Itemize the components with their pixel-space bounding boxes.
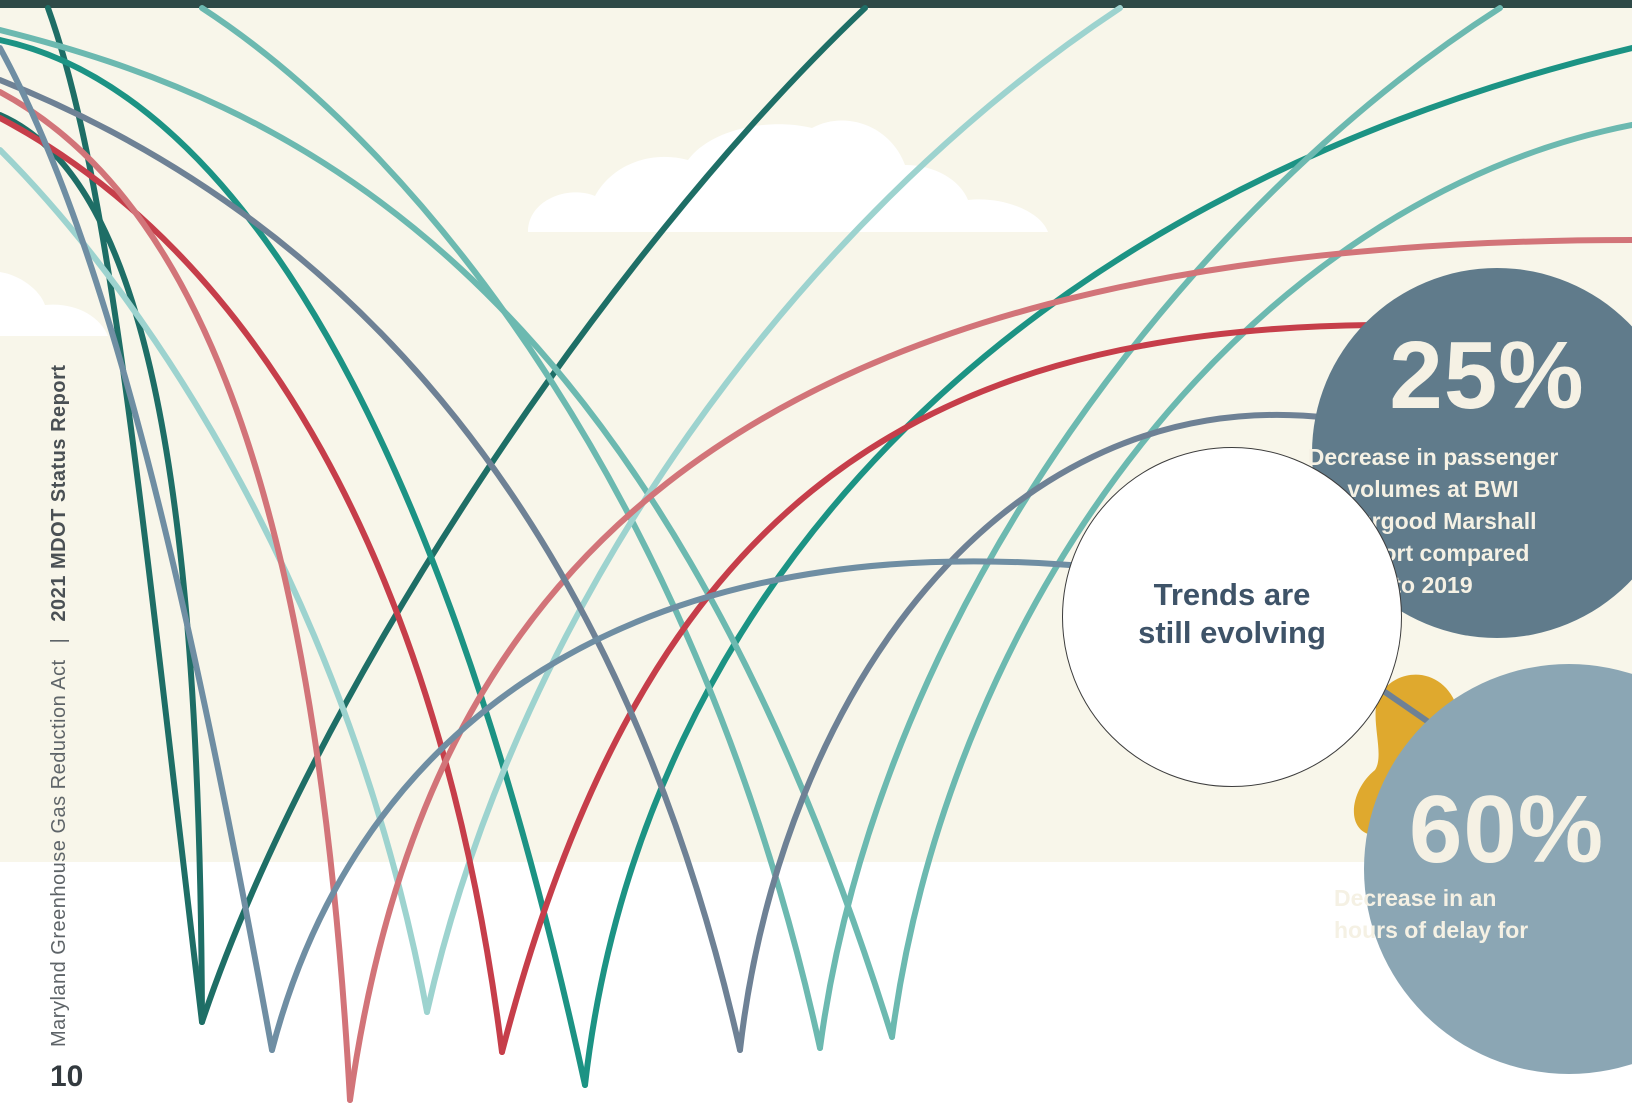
side-caption-title: Maryland Greenhouse Gas Reduction Act <box>48 659 70 1047</box>
arc-line <box>0 45 275 1053</box>
arc-lines <box>0 5 1632 1103</box>
stat-passengers-circle: 25% Decrease in passenger volumes at BWI… <box>1308 268 1632 638</box>
arc-line <box>199 5 823 1051</box>
side-caption-separator: | <box>48 637 70 644</box>
arc-line <box>582 45 1632 1088</box>
stat-passengers-description: Decrease in passenger volumes at BWI Thu… <box>1307 444 1559 598</box>
arc-line <box>889 122 1632 1040</box>
arc-line <box>499 322 1375 1055</box>
stat-passengers-value: 25% <box>1389 322 1585 429</box>
arc-line <box>0 77 743 1053</box>
trends-label: Trends are still evolving <box>1138 577 1326 650</box>
arc-line <box>0 27 895 1040</box>
arc-line <box>0 147 430 1015</box>
side-caption-report: 2021 MDOT Status Report <box>48 364 70 622</box>
stat-delay-description: Decrease in an hours of delay for <box>1334 885 1529 943</box>
arc-line <box>347 237 1632 1103</box>
arc-line <box>817 5 1503 1051</box>
arc-line <box>269 558 1073 1053</box>
arc-line <box>737 411 1333 1053</box>
arc-line <box>424 5 1123 1015</box>
cloud-left <box>0 272 108 336</box>
top-accent-bar <box>0 0 1632 8</box>
arc-line <box>0 37 588 1088</box>
arc-line <box>0 89 353 1103</box>
stat-delay-value: 60% <box>1409 776 1605 883</box>
arc-line <box>199 5 868 1025</box>
side-caption: Maryland Greenhouse Gas Reduction Act | … <box>48 364 71 1047</box>
trends-circle: Trends are still evolving <box>1062 447 1402 787</box>
arc-line <box>0 112 205 1025</box>
cloud-center <box>528 120 1048 232</box>
page-number: 10 <box>50 1060 84 1093</box>
arc-line <box>0 115 505 1055</box>
